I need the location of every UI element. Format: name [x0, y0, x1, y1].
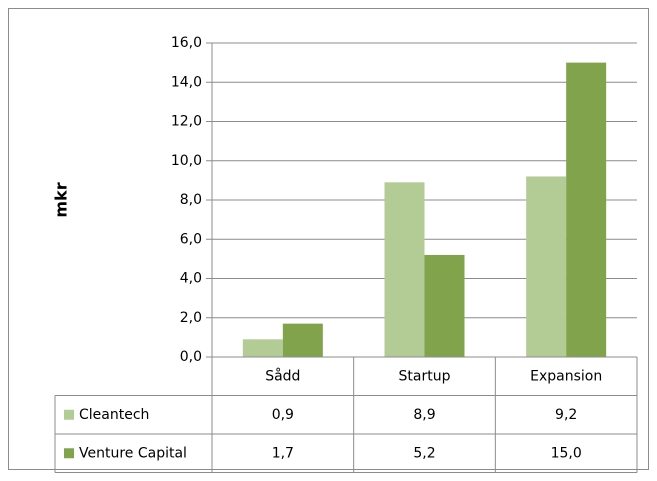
table-value: 15,0 — [551, 445, 582, 461]
bar — [424, 254, 465, 357]
table-value: 9,2 — [555, 407, 577, 423]
bar — [242, 339, 283, 357]
legend-label: Cleantech — [79, 407, 149, 423]
table-value: 5,2 — [413, 445, 435, 461]
y-tick-label: 10,0 — [171, 153, 202, 169]
y-tick-label: 12,0 — [171, 114, 202, 130]
y-axis-label: mkr — [52, 182, 71, 217]
y-tick-label: 16,0 — [171, 35, 202, 51]
y-tick-label: 14,0 — [171, 74, 202, 90]
y-tick-label: 6,0 — [180, 231, 202, 247]
bar — [384, 182, 425, 357]
legend-swatch — [64, 448, 74, 459]
x-tick-label: Startup — [399, 368, 451, 384]
x-tick-label: Expansion — [530, 368, 602, 384]
bar — [526, 176, 567, 357]
y-tick-label: 4,0 — [180, 271, 202, 287]
legend-label: Venture Capital — [79, 445, 187, 461]
bar — [566, 62, 607, 357]
x-tick-label: Sådd — [265, 367, 300, 384]
y-tick-label: 2,0 — [180, 310, 202, 326]
y-tick-label: 8,0 — [180, 192, 202, 208]
table-value: 8,9 — [413, 407, 435, 423]
table-value: 0,9 — [272, 407, 294, 423]
bar — [282, 323, 323, 357]
y-tick-label: 0,0 — [180, 349, 202, 365]
table-value: 1,7 — [272, 445, 294, 461]
legend-swatch — [64, 409, 74, 420]
